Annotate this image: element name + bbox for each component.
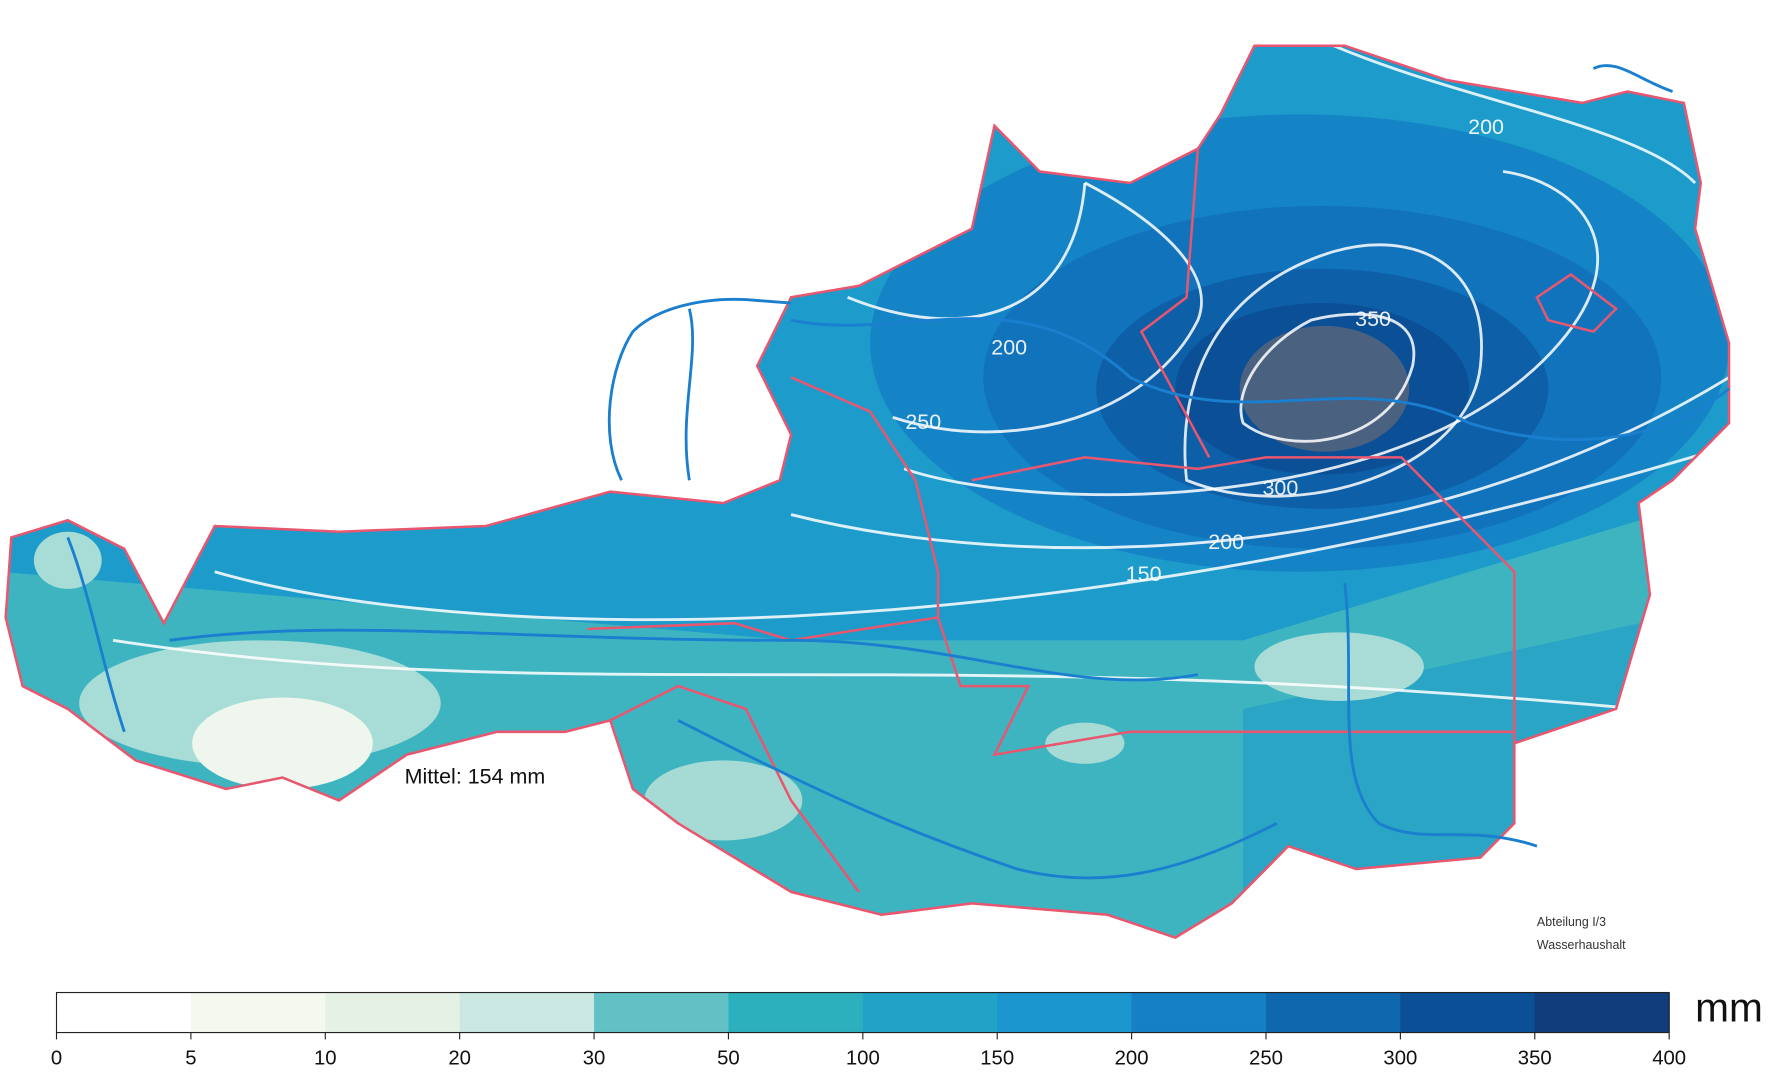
credit: Wasserhaushalt (1537, 938, 1626, 952)
legend-swatch (1400, 992, 1536, 1033)
legend-tick-label: 50 (717, 1046, 740, 1069)
legend-swatch (862, 992, 998, 1033)
legend-tick-label: 150 (980, 1046, 1014, 1069)
legend-tick-label: 350 (1518, 1046, 1552, 1069)
legend-tick-label: 30 (583, 1046, 606, 1069)
legend: 0 5 10 20 30 50 100 150 200 250 300 350 400 mm (51, 984, 1763, 1069)
contour-label: 350 (1355, 306, 1391, 331)
legend-tick-label: 100 (846, 1046, 880, 1069)
credit: Abteilung I/3 (1537, 915, 1606, 929)
legend-tick-label: 5 (185, 1046, 196, 1069)
legend-swatch (1265, 992, 1401, 1033)
contour-label: 200 (1468, 114, 1504, 139)
legend-swatch (997, 992, 1133, 1033)
legend-swatch (728, 992, 864, 1033)
contour-label: 200 (991, 334, 1027, 359)
legend-tick-label: 300 (1383, 1046, 1417, 1069)
isohyets (112, 44, 1730, 711)
legend-swatch (325, 992, 461, 1033)
legend-swatch (56, 992, 192, 1033)
contour-label: 200 (1208, 529, 1244, 554)
legend-swatch (459, 992, 595, 1033)
contour-labels: 200 200 250 350 300 200 150 (905, 114, 1504, 586)
legend-tick-label: 200 (1115, 1046, 1149, 1069)
legend-swatch (1534, 992, 1670, 1033)
legend-tick-label: 20 (448, 1046, 471, 1069)
contour-label: 300 (1263, 475, 1299, 500)
borders (4, 44, 1731, 939)
mean-note: Mittel: 154 mm (405, 763, 546, 788)
legend-tick-label: 250 (1249, 1046, 1283, 1069)
precipitation-field (5, 45, 1730, 938)
contour-label: 250 (905, 409, 941, 434)
legend-unit: mm (1695, 984, 1763, 1030)
contour-label: 150 (1126, 561, 1162, 586)
legend-tick-label: 0 (51, 1046, 62, 1069)
legend-swatch (594, 992, 730, 1033)
rivers (66, 64, 1730, 880)
legend-swatch (1131, 992, 1267, 1033)
legend-swatch (190, 992, 326, 1033)
legend-tick-label: 400 (1652, 1046, 1686, 1069)
legend-tick-label: 10 (314, 1046, 337, 1069)
